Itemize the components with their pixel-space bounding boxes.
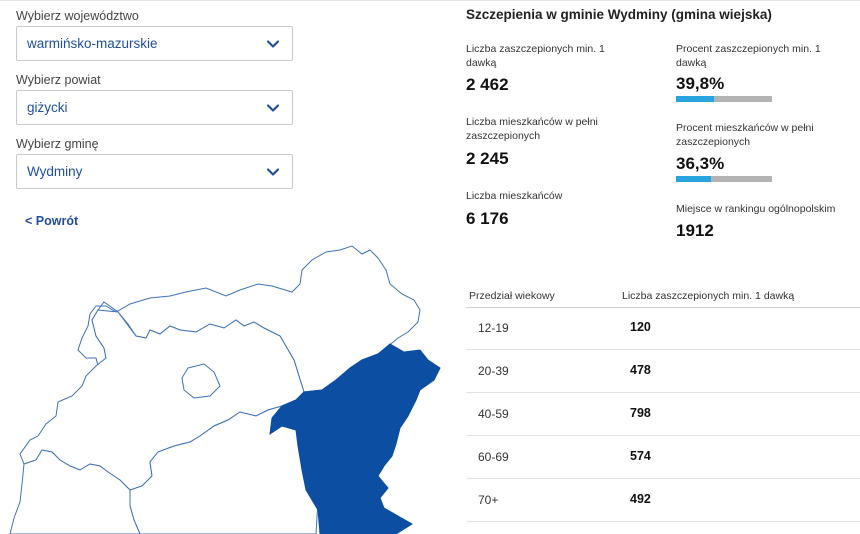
table-cell-age: 40-59 <box>478 407 509 421</box>
table-row: 12-19 120 <box>466 307 860 350</box>
table-cell-count: 574 <box>630 449 651 463</box>
table-cell-count: 492 <box>630 492 651 506</box>
pct-fully-progress <box>676 176 772 182</box>
pct-fully-progress-fill <box>676 176 711 182</box>
table-cell-age: 60-69 <box>478 450 509 464</box>
table-row: 70+ 492 <box>466 479 860 522</box>
table-cell-age: 20-39 <box>478 364 509 378</box>
pct-one-dose-label: Procent zaszczepionych min. 1 dawką <box>676 43 821 69</box>
voivodeship-select-value: warmińsko-mazurskie <box>27 36 158 51</box>
chevron-down-icon <box>266 104 280 112</box>
pct-fully-value: 36,3% <box>676 154 725 173</box>
commune-map <box>9 245 441 534</box>
count-column-header: Liczba zaszczepionych min. 1 dawką <box>622 290 795 302</box>
table-cell-age: 70+ <box>478 493 499 507</box>
residents-value: 6 176 <box>466 209 509 228</box>
pct-one-dose-progress <box>676 96 772 102</box>
stats-title: Szczepienia w gminie Wydminy (gmina wiej… <box>466 7 772 22</box>
table-cell-count: 120 <box>630 320 651 334</box>
top-divider <box>0 0 860 1</box>
pct-fully-label: Procent mieszkańców w pełni zaszczepiony… <box>676 122 814 148</box>
pct-one-dose-value: 39,8% <box>676 74 725 93</box>
county-label: Wybierz powiat <box>16 73 101 87</box>
voivodeship-select[interactable]: warmińsko-mazurskie <box>16 26 293 61</box>
fully-vaccinated-label: Liczba mieszkańców w pełni zaszczepionyc… <box>466 116 598 142</box>
table-row: 40-59 798 <box>466 393 860 436</box>
table-row: 20-39 478 <box>466 350 860 393</box>
table-cell-age: 12-19 <box>478 321 509 335</box>
vaccinated-one-dose-label: Liczba zaszczepionych min. 1 dawką <box>466 43 605 69</box>
ranking-value: 1912 <box>676 221 714 240</box>
voivodeship-label: Wybierz województwo <box>16 9 139 23</box>
chevron-down-icon <box>266 168 280 176</box>
back-link[interactable]: < Powrót <box>25 214 79 228</box>
commune-select[interactable]: Wydminy <box>16 154 293 189</box>
map-region-selected <box>269 343 441 534</box>
county-select[interactable]: giżycki <box>16 90 293 125</box>
vaccinated-one-dose-value: 2 462 <box>466 75 509 94</box>
fully-vaccinated-value: 2 245 <box>466 149 509 168</box>
map-region-far-southwest <box>9 449 141 534</box>
residents-label: Liczba mieszkańców <box>466 190 563 202</box>
map-region-town <box>181 363 221 399</box>
age-column-header: Przedział wiekowy <box>469 290 555 302</box>
commune-label: Wybierz gminę <box>16 137 99 151</box>
ranking-label: Miejsce w rankingu ogólnopolskim <box>676 203 836 215</box>
table-row: 60-69 574 <box>466 436 860 479</box>
table-header-divider <box>466 307 860 308</box>
chevron-down-icon <box>266 40 280 48</box>
commune-select-value: Wydminy <box>27 164 83 179</box>
pct-one-dose-progress-fill <box>676 96 715 102</box>
table-cell-count: 478 <box>630 363 651 377</box>
table-cell-count: 798 <box>630 406 651 420</box>
county-select-value: giżycki <box>27 100 68 115</box>
